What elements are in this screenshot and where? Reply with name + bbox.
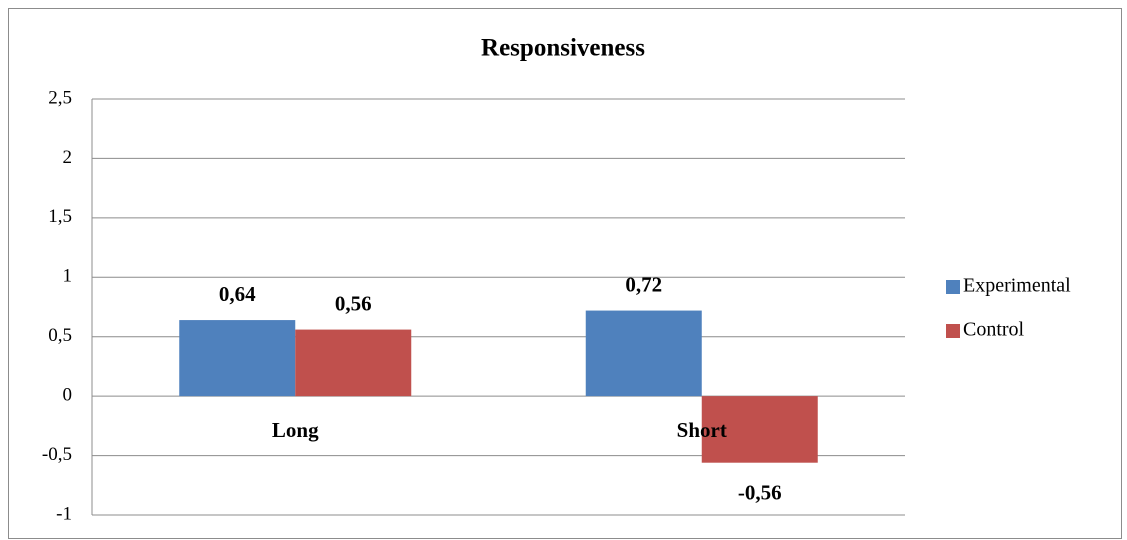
legend-swatch <box>946 324 960 338</box>
y-tick-label: 1,5 <box>48 206 72 227</box>
y-tick-label: 1 <box>63 266 73 287</box>
legend-swatch <box>946 280 960 294</box>
y-tick-label: 0 <box>63 385 73 406</box>
y-tick-label: 2,5 <box>48 87 72 108</box>
chart-title: Responsiveness <box>481 35 645 62</box>
bar <box>295 329 412 397</box>
y-tick-label: -1 <box>56 503 72 524</box>
bar <box>701 396 818 463</box>
legend-label: Experimental <box>963 275 1071 297</box>
x-tick-label: Long <box>272 418 319 442</box>
y-tick-label: 2 <box>63 147 73 168</box>
data-label: 0,72 <box>625 272 662 296</box>
y-tick-label: 0,5 <box>48 325 72 346</box>
data-label: -0,56 <box>738 481 782 505</box>
y-tick-label: -0,5 <box>42 444 72 465</box>
bar <box>179 320 296 397</box>
data-label: 0,56 <box>335 291 372 315</box>
data-label: 0,64 <box>219 282 256 306</box>
x-tick-label: Short <box>677 418 727 442</box>
legend-label: Control <box>963 319 1025 341</box>
chart-frame <box>8 8 1122 539</box>
bar <box>585 310 702 397</box>
